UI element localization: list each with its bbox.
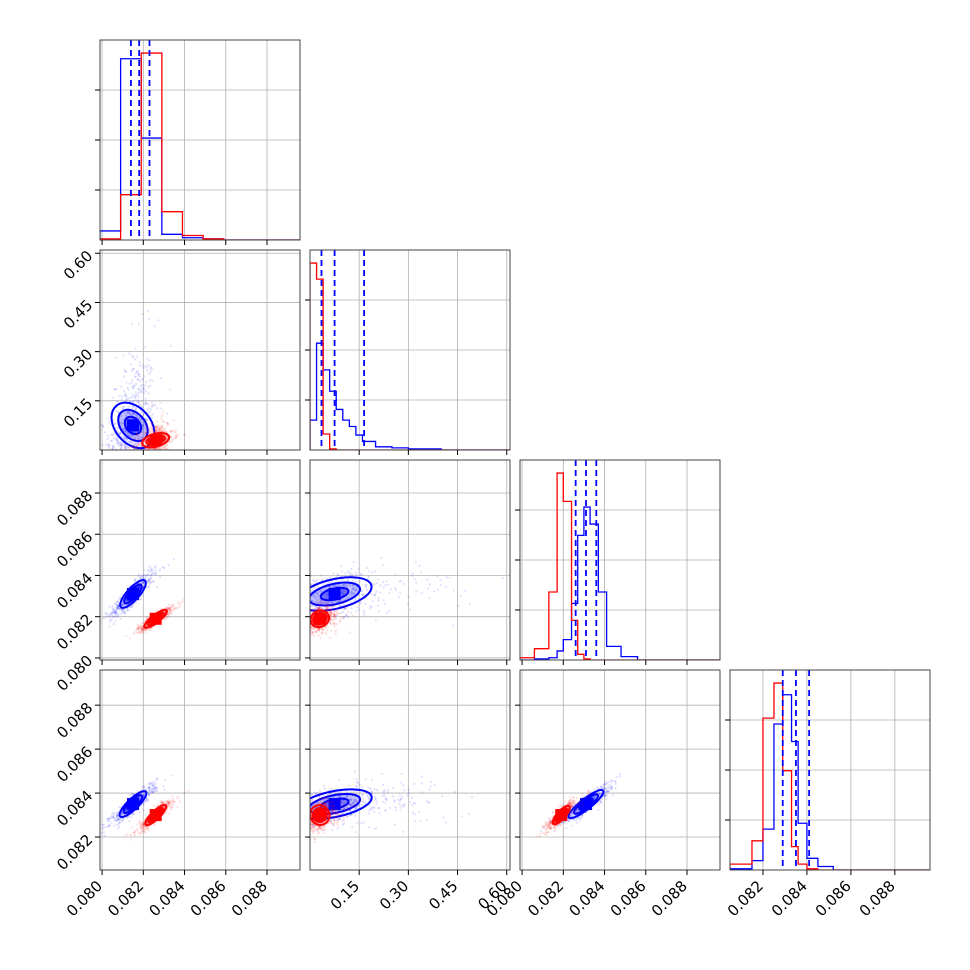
y-tick-label: 0.086 bbox=[53, 743, 96, 786]
x-tick-label: 0.084 bbox=[565, 877, 608, 920]
y-tick-label: 0.082 bbox=[53, 610, 96, 653]
x-tick-label: 0.082 bbox=[724, 877, 767, 920]
density-peak bbox=[313, 809, 326, 822]
hist-panel-0 bbox=[95, 39, 301, 245]
histogram-blue bbox=[310, 342, 510, 450]
contour-level bbox=[141, 431, 171, 449]
x-tick-label: 0.086 bbox=[812, 877, 855, 920]
x-tick-label: 0.45 bbox=[425, 877, 461, 913]
x-tick-label: 0.15 bbox=[327, 877, 363, 913]
y-tick-label: 0.088 bbox=[53, 487, 96, 530]
contour-level bbox=[310, 609, 331, 629]
panel-frame bbox=[99, 669, 301, 871]
contour-level bbox=[310, 788, 373, 820]
scatter-panel-1-0: 0.15 0.30 0.45 0.60 bbox=[60, 247, 301, 455]
panel-frame bbox=[99, 249, 301, 451]
x-tick-label: 0.088 bbox=[648, 877, 691, 920]
contour-level bbox=[310, 576, 373, 612]
x-tick-label: 0.088 bbox=[228, 877, 271, 920]
x-tick-label: 0.30 bbox=[376, 877, 412, 913]
density-peak bbox=[313, 612, 326, 625]
density-peak bbox=[149, 434, 162, 447]
histogram-blue bbox=[100, 58, 300, 240]
density-peak bbox=[126, 588, 139, 601]
scatter-panel-2-1 bbox=[305, 459, 511, 665]
scatter-panel-3-0: 0.0800.0820.0840.0860.0880.0820.0840.086… bbox=[53, 669, 301, 920]
density-peak bbox=[328, 588, 341, 601]
y-tick-label: 0.084 bbox=[53, 569, 96, 612]
y-tick-label: 0.086 bbox=[53, 528, 96, 571]
histogram-red bbox=[310, 262, 510, 450]
histogram-blue bbox=[520, 506, 720, 660]
panel-frame bbox=[309, 669, 511, 871]
x-tick-label: 0.080 bbox=[63, 877, 106, 920]
histogram-red bbox=[730, 682, 930, 870]
y-tick-label: 0.30 bbox=[60, 345, 96, 381]
y-tick-label: 0.088 bbox=[53, 699, 96, 742]
panel-frame bbox=[519, 669, 721, 871]
histogram-red bbox=[100, 52, 300, 240]
y-tick-label: 0.084 bbox=[53, 787, 96, 830]
x-tick-label: 0.082 bbox=[524, 877, 567, 920]
scatter-panel-3-1: 0.15 0.30 0.45 0.60 bbox=[305, 669, 511, 913]
density-peak bbox=[149, 809, 162, 822]
panel-frame bbox=[99, 459, 301, 661]
x-tick-label: 0.084 bbox=[768, 877, 811, 920]
y-tick-label: 0.080 bbox=[53, 652, 96, 695]
hist-panel-3: 0.082 0.084 0.086 0.088 bbox=[724, 669, 931, 920]
x-tick-label: 0.084 bbox=[145, 877, 188, 920]
density-peak bbox=[149, 612, 162, 625]
density-peak bbox=[328, 798, 341, 811]
density-peak bbox=[126, 419, 139, 432]
x-tick-label: 0.086 bbox=[187, 877, 230, 920]
hist-panel-1 bbox=[305, 249, 511, 455]
x-tick-label: 0.088 bbox=[856, 877, 899, 920]
panel-frame bbox=[309, 459, 511, 661]
x-tick-label: 0.082 bbox=[104, 877, 147, 920]
hist-panel-2 bbox=[515, 459, 721, 665]
histogram-red bbox=[520, 472, 720, 660]
density-peak bbox=[579, 798, 592, 811]
y-tick-label: 0.45 bbox=[60, 296, 96, 332]
y-tick-label: 0.082 bbox=[53, 831, 96, 874]
density-peak bbox=[126, 798, 139, 811]
y-tick-label: 0.60 bbox=[60, 247, 96, 283]
y-tick-label: 0.15 bbox=[60, 394, 96, 430]
contour-level bbox=[310, 804, 331, 826]
density-peak bbox=[555, 809, 568, 822]
histogram-blue bbox=[730, 694, 930, 870]
x-tick-label: 0.086 bbox=[607, 877, 650, 920]
